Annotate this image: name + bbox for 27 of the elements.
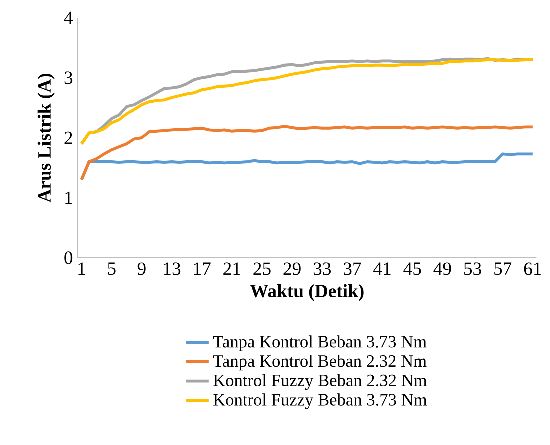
legend-label: Kontrol Fuzzy Beban 3.73 Nm bbox=[214, 394, 428, 410]
legend-label: Tanpa Kontrol Beban 2.32 Nm bbox=[213, 354, 427, 371]
y-axis-title: Arus Listrik (A) bbox=[38, 74, 55, 203]
legend-label: Tanpa Kontrol Beban 3.73 Nm bbox=[213, 336, 427, 352]
y-tick-label: 3 bbox=[64, 72, 73, 84]
x-tick-label: 41 bbox=[374, 262, 391, 276]
x-tick-label: 1 bbox=[78, 262, 86, 276]
x-tick-label: 45 bbox=[404, 262, 422, 276]
x-tick-label: 37 bbox=[344, 262, 362, 276]
x-tick-label: 17 bbox=[194, 262, 211, 276]
x-tick-label: 53 bbox=[464, 262, 482, 276]
x-tick-label: 9 bbox=[138, 262, 146, 276]
x-tick-label: 29 bbox=[284, 262, 301, 276]
y-tick-label: 0 bbox=[64, 252, 73, 264]
x-tick-label: 13 bbox=[164, 262, 181, 276]
y-tick-label: 4 bbox=[64, 12, 74, 24]
x-tick-label: 49 bbox=[434, 262, 452, 276]
x-tick-label: 5 bbox=[108, 262, 116, 276]
x-axis-title: Waktu (Detik) bbox=[250, 284, 364, 302]
y-tick-label: 1 bbox=[66, 192, 72, 204]
x-tick-label: 25 bbox=[254, 262, 271, 276]
x-tick-label: 61 bbox=[524, 262, 542, 276]
x-tick-label: 21 bbox=[224, 262, 240, 276]
y-tick-label: 2 bbox=[64, 132, 72, 144]
legend-label: Kontrol Fuzzy Beban 2.32 Nm bbox=[214, 374, 428, 390]
x-tick-label: 57 bbox=[494, 262, 512, 276]
x-tick-label: 33 bbox=[314, 262, 331, 276]
